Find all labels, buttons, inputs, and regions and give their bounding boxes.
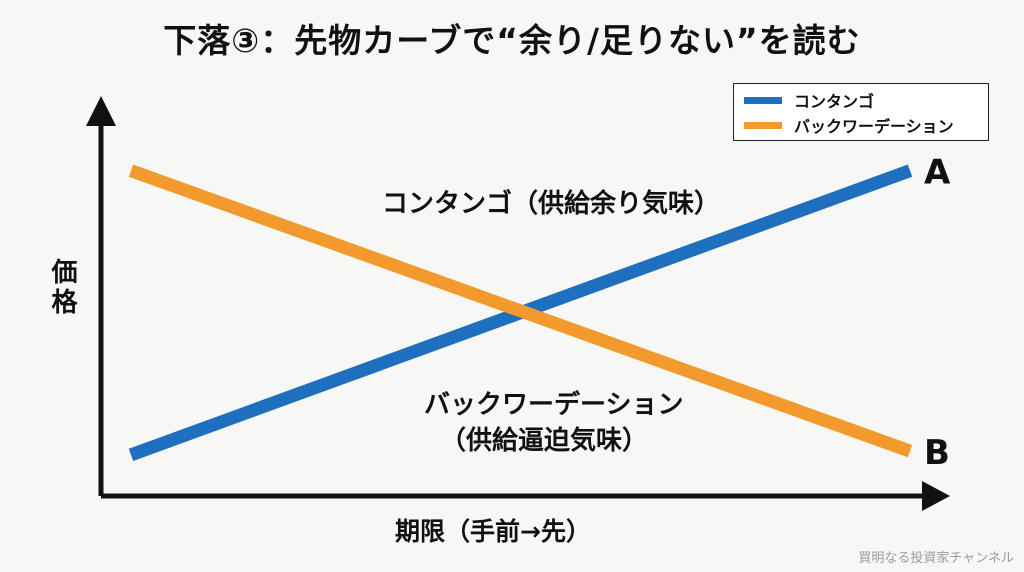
- legend-item-contango: コンタンゴ: [744, 88, 874, 112]
- x-axis-arrow: [922, 481, 950, 511]
- annotation-backwardation: バックワーデーション: [424, 390, 684, 420]
- series-line-1: [128, 164, 913, 458]
- annotation-contango: コンタンゴ（供給余り気味）: [382, 189, 721, 219]
- chart-title: 下落③：先物カーブで“余り/足りない”を読む: [163, 21, 861, 60]
- legend-swatch-contango: [744, 96, 782, 104]
- y-axis-arrow: [86, 96, 116, 126]
- legend-label-backwardation: バックワーデーション: [794, 117, 954, 136]
- legend-item-backwardation: バックワーデーション: [744, 113, 954, 137]
- legend-label-contango: コンタンゴ: [794, 92, 875, 111]
- series-end-label-1: B: [924, 433, 950, 473]
- series-end-label-0: A: [924, 153, 951, 193]
- watermark: 買明なる投資家チャンネル: [858, 551, 1014, 566]
- y-axis-label: 価格: [47, 258, 77, 318]
- annotation-backwardation-sub: （供給逼迫気味）: [440, 426, 649, 456]
- x-axis-label: 期限（手前→先）: [395, 517, 591, 546]
- legend-swatch-backwardation: [744, 121, 782, 129]
- legend: コンタンゴ バックワーデーション: [733, 83, 989, 141]
